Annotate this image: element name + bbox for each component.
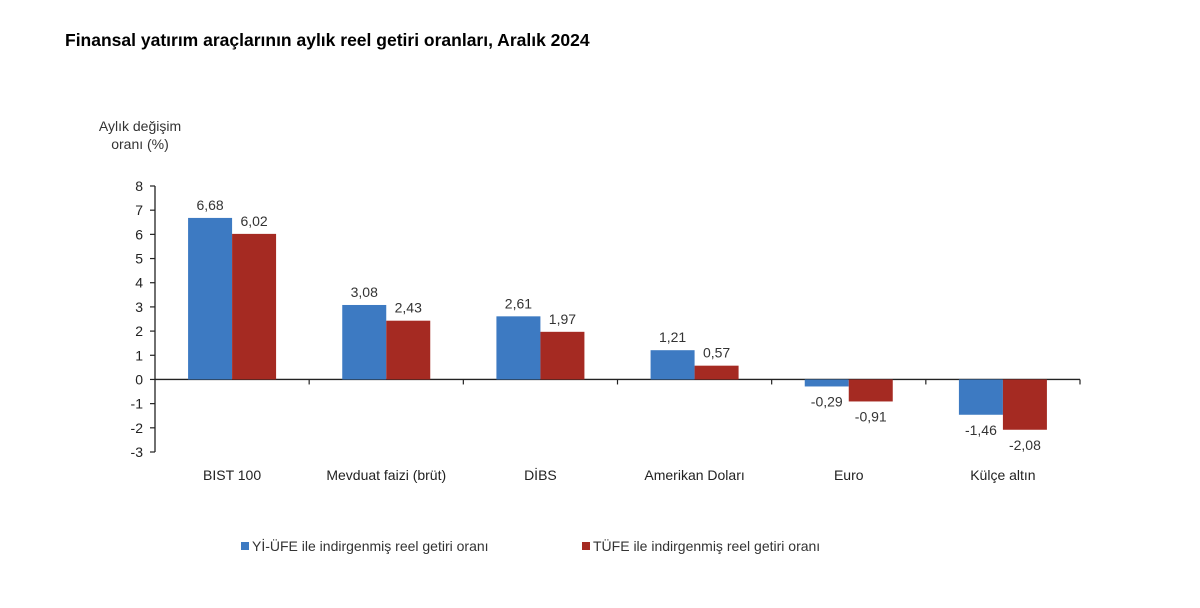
- category-label: Amerikan Doları: [644, 467, 744, 483]
- bar-tufe: [1002, 379, 1047, 430]
- bar-tufe: [694, 365, 739, 380]
- data-label: 0,57: [703, 345, 730, 361]
- bar-yi-ufe: [650, 350, 695, 380]
- y-axis-title-line-1: Aylık değişim: [99, 118, 181, 134]
- data-label: 6,68: [196, 197, 223, 213]
- y-tick-label: 4: [135, 275, 143, 291]
- bar-yi-ufe: [188, 217, 233, 380]
- y-tick-label: -1: [131, 396, 144, 412]
- y-tick-label: 3: [135, 299, 143, 315]
- bar-yi-ufe: [496, 316, 541, 380]
- y-tick-label: -3: [131, 444, 144, 460]
- y-tick-label: 8: [135, 178, 143, 194]
- data-label: 1,21: [659, 329, 686, 345]
- chart-title: Finansal yatırım araçlarının aylık reel …: [65, 30, 590, 50]
- y-tick-label: 2: [135, 323, 143, 339]
- legend-item: Yİ-ÜFE ile indirgenmiş reel getiri oranı: [241, 537, 489, 554]
- data-label: 2,43: [395, 300, 422, 316]
- category-label: Mevduat faizi (brüt): [326, 467, 446, 483]
- y-axis-title-line-2: oranı (%): [111, 136, 169, 152]
- legend-item: TÜFE ile indirgenmiş reel getiri oranı: [582, 537, 820, 554]
- y-axis-title: Aylık değişim oranı (%): [99, 118, 181, 152]
- bar-yi-ufe: [804, 379, 849, 387]
- legend-label: TÜFE ile indirgenmiş reel getiri oranı: [593, 537, 820, 554]
- y-tick-label: 7: [135, 202, 143, 218]
- bars: [188, 217, 1047, 430]
- data-label: 1,97: [549, 311, 576, 327]
- data-label: -2,08: [1009, 437, 1041, 453]
- legend-swatch: [582, 542, 590, 550]
- bar-yi-ufe: [342, 304, 387, 380]
- y-tick-label: -2: [131, 420, 144, 436]
- y-tick-label: 6: [135, 226, 143, 242]
- axes: 8 7 6 5 4 3 2 1 0 -1 -2 -3: [131, 178, 1081, 460]
- bar-tufe: [540, 331, 585, 380]
- data-label: 2,61: [505, 295, 532, 311]
- data-label: -0,91: [855, 408, 887, 424]
- bar-tufe: [386, 320, 431, 380]
- data-label: 3,08: [351, 284, 378, 300]
- legend: Yİ-ÜFE ile indirgenmiş reel getiri oranı…: [241, 537, 820, 554]
- bar-tufe: [848, 379, 893, 402]
- category-label: BIST 100: [203, 467, 261, 483]
- category-label: DİBS: [524, 466, 557, 483]
- y-tick-label: 5: [135, 251, 143, 267]
- bar-yi-ufe: [958, 379, 1003, 415]
- data-labels: 6,68 6,02 3,08 2,43 2,61 1,97 1,21 0,57 -0,29 -0,…: [196, 197, 1041, 453]
- y-tick-label: 1: [135, 347, 143, 363]
- category-label: Euro: [834, 467, 864, 483]
- category-label: Külçe altın: [970, 467, 1035, 483]
- bar-tufe: [232, 233, 277, 380]
- y-tick-label: 0: [135, 371, 143, 387]
- data-label: 6,02: [240, 213, 267, 229]
- category-labels: BIST 100 Mevduat faizi (brüt) DİBS Amerikan…: [203, 466, 1036, 483]
- data-label: -1,46: [965, 422, 997, 438]
- data-label: -0,29: [811, 393, 843, 409]
- legend-label: Yİ-ÜFE ile indirgenmiş reel getiri oranı: [252, 537, 489, 554]
- legend-swatch: [241, 542, 249, 550]
